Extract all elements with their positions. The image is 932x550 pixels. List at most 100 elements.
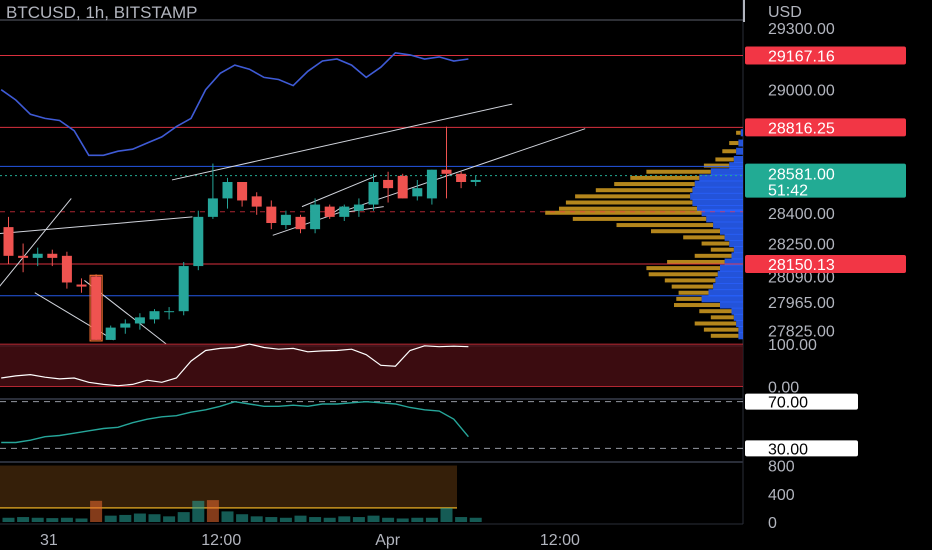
volume-bar	[75, 518, 88, 522]
profile-bar-blue	[733, 155, 743, 163]
time-axis[interactable]: 31 12:00 Apr 12:00	[0, 523, 743, 549]
candle	[383, 171, 394, 203]
current-price-label: 28581.00	[768, 167, 835, 184]
candle-body	[3, 227, 14, 256]
profile-bar-yellow	[667, 259, 725, 264]
volume-bar	[469, 517, 482, 522]
candle-body	[339, 206, 350, 217]
profile-bar-yellow	[572, 216, 707, 221]
candle	[470, 175, 481, 187]
profile-bar-blue	[720, 264, 743, 272]
candle	[368, 173, 379, 211]
time-tick-label: Apr	[375, 532, 401, 549]
volume-bar	[221, 511, 234, 522]
candle-body	[280, 214, 291, 226]
profile-bar-yellow	[559, 206, 697, 211]
candle-body	[120, 323, 131, 328]
candles	[3, 126, 481, 342]
candle	[266, 200, 277, 230]
time-tick-label: 12:00	[540, 532, 580, 549]
profile-bar-blue	[733, 313, 743, 321]
price-tick-label: 28090.00	[768, 269, 835, 286]
volume-bar	[46, 518, 59, 522]
profile-bar-yellow	[710, 333, 739, 338]
axis-tick-mark	[743, 0, 745, 22]
candle	[61, 251, 72, 289]
profile-bar-blue	[731, 307, 743, 315]
candle	[280, 210, 291, 230]
volume-bar	[279, 517, 292, 522]
profile-bar-yellow	[630, 175, 700, 180]
candle-body	[251, 196, 262, 207]
profile-bar-yellow	[646, 266, 720, 271]
price-axis[interactable]: USD 27825.00 27965.00 28090.00 28250.00 28400…	[743, 0, 906, 532]
candle-body	[193, 216, 204, 267]
price-tick-label: 29000.00	[768, 83, 835, 100]
volume-bar	[148, 514, 161, 522]
profile-bar-yellow	[614, 182, 695, 187]
profile-bar-blue	[692, 199, 743, 207]
volume-bar	[250, 516, 263, 522]
candle	[207, 163, 218, 219]
candle	[120, 319, 131, 334]
volume-bar	[133, 513, 146, 522]
volume-profile	[545, 129, 743, 340]
rsi-tick-label: 70.00	[768, 395, 808, 412]
price-tick-label: 27825.00	[768, 324, 835, 341]
candle-body	[76, 284, 87, 287]
trend-line	[171, 103, 513, 181]
volume-band	[0, 465, 457, 508]
time-tick-label: 12:00	[201, 532, 241, 549]
candle-body	[222, 182, 233, 199]
candle	[441, 126, 452, 199]
profile-bar-blue	[724, 233, 743, 241]
volume-bar	[352, 517, 365, 522]
candle-body	[207, 198, 218, 217]
profile-bar-blue	[720, 227, 743, 235]
volume-bar	[119, 514, 132, 522]
profile-bar-yellow	[671, 284, 714, 289]
candle	[134, 313, 145, 330]
profile-bar-blue	[713, 221, 743, 229]
candle	[18, 243, 29, 273]
candle	[237, 182, 248, 207]
profile-bar-yellow	[694, 253, 732, 258]
candle-body	[426, 169, 437, 199]
price-tag-label-resistance-28816: 28816.25	[768, 120, 835, 137]
profile-bar-yellow	[648, 272, 718, 277]
profile-bar-blue	[708, 289, 743, 297]
candle	[222, 177, 233, 209]
profile-bar-yellow	[683, 235, 725, 240]
volume-bar	[192, 500, 205, 522]
volume-bar	[17, 517, 30, 522]
candle-body	[149, 311, 160, 320]
profile-bar-blue	[692, 186, 743, 194]
volume-bar	[455, 517, 468, 522]
background-layer	[0, 0, 744, 524]
candle-body	[237, 182, 248, 201]
volume-bar	[206, 500, 219, 522]
profile-bar-yellow	[715, 157, 734, 162]
volume-bar	[323, 517, 336, 522]
candle	[295, 214, 306, 234]
osc-tick-label: 0.00	[768, 380, 799, 397]
profile-bar-yellow	[736, 130, 741, 135]
profile-bar-yellow	[729, 141, 739, 146]
candle-body	[324, 206, 335, 217]
rsi-line	[1, 400, 469, 444]
profile-bar-blue	[701, 209, 743, 217]
profile-bar-blue	[729, 240, 743, 248]
profile-bar-blue	[740, 129, 743, 137]
profile-bar-blue	[710, 168, 743, 176]
price-levels	[0, 54, 743, 297]
price-tick-label: 27965.00	[768, 295, 835, 312]
volume-bar	[411, 517, 424, 522]
candle-body	[105, 327, 116, 340]
profile-bar-yellow	[710, 315, 734, 320]
candle	[32, 247, 43, 267]
rsi-pane	[0, 400, 743, 449]
candle	[178, 261, 189, 316]
profile-bar-yellow	[674, 303, 720, 308]
profile-bar-blue	[738, 139, 743, 147]
